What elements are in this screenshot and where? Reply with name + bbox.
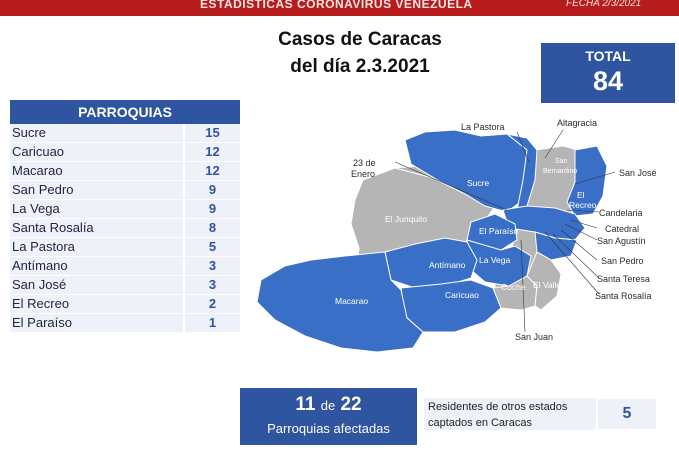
affected-count-total: 22 [340, 394, 362, 415]
table-row: San José 3 [10, 276, 240, 295]
parish-name: Macarao [10, 162, 183, 180]
label-la-vega: La Vega [479, 255, 511, 265]
label-santa-teresa: Santa Teresa [597, 274, 650, 284]
title-line-1: Casos de Caracas [278, 29, 442, 50]
table-row: San Pedro 9 [10, 181, 240, 200]
total-label: TOTAL [585, 48, 631, 64]
table-row: La Pastora 5 [10, 238, 240, 257]
parish-name: La Pastora [10, 238, 183, 256]
table-row: Santa Rosalía 8 [10, 219, 240, 238]
label-caricuao: Caricuao [445, 290, 480, 300]
label-catedral: Catedral [605, 224, 640, 234]
parish-cases: 1 [185, 314, 240, 332]
parish-name: Caricuao [10, 143, 183, 161]
title-line-2: del día 2.3.2021 [290, 56, 430, 77]
caracas-map: La Pastora Altagracia 23 de Enero San Jo… [245, 110, 679, 360]
affected-parishes-box: 11 de 22 Parroquias afectadas [240, 388, 417, 445]
top-banner: ESTADÍSTICAS CORONAVIRUS VENEZUELA FECHA… [0, 0, 679, 16]
label-san-bernardino-1: San [555, 158, 568, 165]
parish-cases: 12 [185, 143, 240, 161]
label-el-recreo-1: El [577, 190, 585, 200]
banner-date: FECHA 2/3/2021 [566, 0, 642, 9]
parish-cases: 9 [185, 181, 240, 199]
parish-macarao [256, 251, 424, 353]
residents-bg [424, 398, 596, 430]
label-23-de-enero-2: Enero [351, 169, 376, 179]
label-altagracia: Altagracia [557, 118, 598, 128]
table-row: El Recreo 2 [10, 295, 240, 314]
label-macarao: Macarao [335, 296, 369, 306]
parish-name: El Recreo [10, 295, 183, 313]
label-la-pastora: La Pastora [461, 122, 505, 132]
label-santa-rosalia: Santa Rosalía [595, 291, 652, 301]
table-row: Macarao 12 [10, 162, 240, 181]
parish-cases: 8 [185, 219, 240, 237]
label-san-agustin: San Agustín [597, 236, 646, 246]
table-body: Sucre 15 Caricuao 12 Macarao 12 San Pedro 9 La V… [10, 124, 240, 333]
label-candelaria: Candelaria [599, 208, 643, 218]
label-el-valle: El Valle [533, 280, 562, 290]
label-sucre: Sucre [467, 178, 490, 188]
label-san-jose: San José [619, 168, 657, 178]
parish-name: San Pedro [10, 181, 183, 199]
parish-cases: 9 [185, 200, 240, 218]
residents-text-line-2: captados en Caracas [428, 417, 532, 429]
residents-text: Residentes de otros estados captados en … [428, 399, 593, 431]
residents-text-line-1: Residentes de otros estados [428, 401, 568, 413]
parishes-table: PARROQUIAS Sucre 15 Caricuao 12 Macarao 12 San… [10, 100, 240, 333]
affected-label: Parroquias afectadas [267, 421, 390, 436]
parish-name: La Vega [10, 200, 183, 218]
parish-cases: 12 [185, 162, 240, 180]
label-el-junquito: El Junquito [385, 214, 428, 224]
parish-name: Santa Rosalía [10, 219, 183, 237]
affected-count-value: 11 [295, 394, 316, 415]
table-row: El Paraíso 1 [10, 314, 240, 333]
total-value: 84 [592, 66, 624, 96]
parish-name: Antímano [10, 257, 183, 275]
parish-cases: 3 [185, 276, 240, 294]
label-23-de-enero-1: 23 de [353, 158, 376, 168]
affected-count-of: de [320, 398, 336, 413]
parish-antimano [384, 237, 478, 289]
table-row: Antímano 3 [10, 257, 240, 276]
label-san-juan: San Juan [515, 332, 554, 342]
table-row: Sucre 15 [10, 124, 240, 143]
parish-centro [502, 205, 586, 241]
parish-name: El Paraíso [10, 314, 183, 332]
label-antimano: Antímano [429, 260, 466, 270]
parish-el-recreo [566, 145, 608, 217]
table-row: La Vega 9 [10, 200, 240, 219]
map-svg [256, 129, 616, 353]
label-el-recreo-2: Recreo [569, 200, 597, 210]
label-coche: Coche [501, 282, 526, 292]
label-san-bernardino-2: Bernardino [543, 168, 578, 175]
label-el-paraiso: El Paraíso [479, 226, 519, 236]
parish-name: San José [10, 276, 183, 294]
residents-value: 5 [598, 399, 656, 429]
parish-caricuao [400, 279, 502, 333]
banner-title: ESTADÍSTICAS CORONAVIRUS VENEZUELA [200, 0, 473, 11]
parish-name: Sucre [10, 124, 183, 142]
parish-cases: 15 [185, 124, 240, 142]
table-header: PARROQUIAS [10, 100, 240, 124]
parish-el-valle [526, 251, 562, 311]
total-box: TOTAL 84 [541, 43, 675, 103]
table-row: Caricuao 12 [10, 143, 240, 162]
affected-count: 11 de 22 [240, 394, 417, 416]
label-san-pedro: San Pedro [601, 256, 644, 266]
parish-cases: 2 [185, 295, 240, 313]
page-title: Casos de Caracas del día 2.3.2021 [250, 26, 470, 80]
parish-cases: 3 [185, 257, 240, 275]
parish-cases: 5 [185, 238, 240, 256]
